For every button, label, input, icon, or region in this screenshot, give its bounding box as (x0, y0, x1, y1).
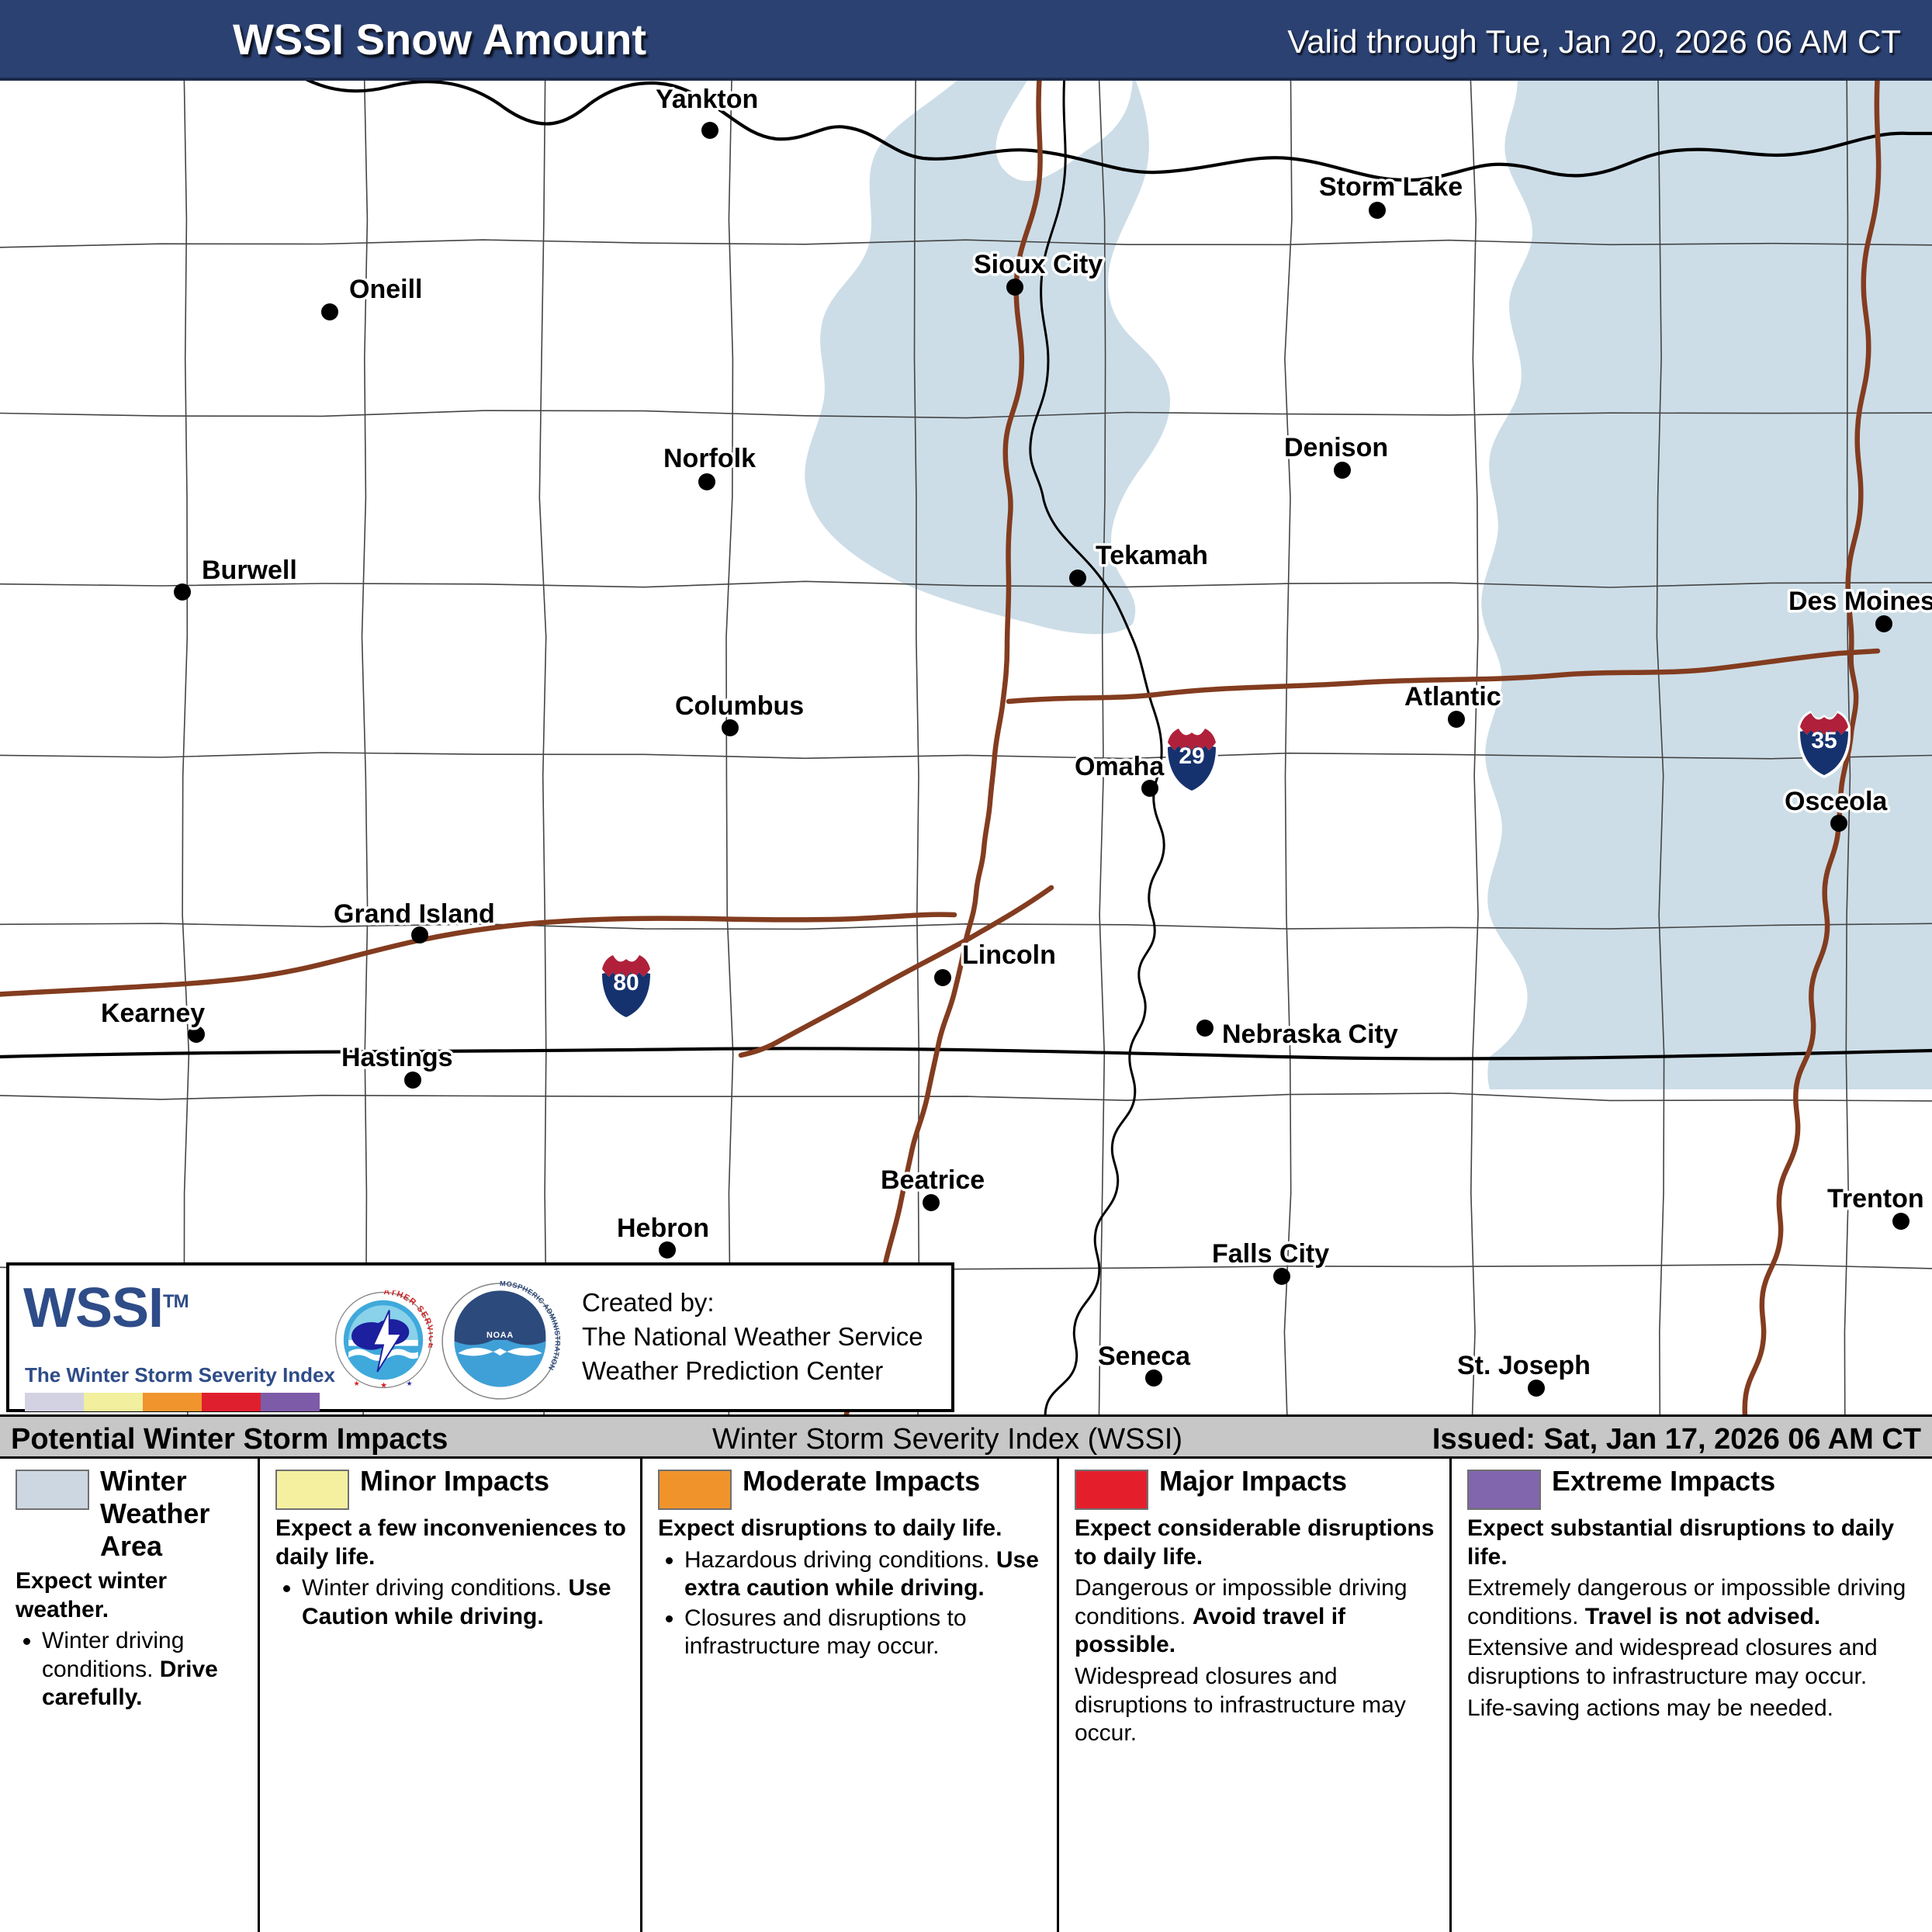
svg-text:★: ★ (406, 1380, 412, 1387)
svg-text:Trenton: Trenton (1827, 1184, 1924, 1214)
svg-text:Tekamah: Tekamah (1096, 541, 1208, 570)
svg-text:29: 29 (1179, 743, 1204, 769)
svg-text:Grand Island: Grand Island (334, 899, 495, 929)
svg-text:Falls City: Falls City (1212, 1239, 1329, 1269)
svg-text:Kearney: Kearney (101, 999, 205, 1028)
svg-text:Nebraska City: Nebraska City (1222, 1020, 1398, 1049)
svg-text:Seneca: Seneca (1098, 1342, 1191, 1371)
svg-text:Hastings: Hastings (341, 1043, 453, 1072)
svg-text:Des Moines: Des Moines (1788, 587, 1932, 616)
svg-text:Atlantic: Atlantic (1404, 682, 1501, 712)
svg-text:Yankton: Yankton (656, 85, 758, 114)
svg-text:Sioux City: Sioux City (974, 250, 1103, 279)
svg-text:Hebron: Hebron (617, 1214, 709, 1243)
svg-text:Denison: Denison (1284, 433, 1388, 462)
svg-text:★: ★ (354, 1380, 360, 1387)
svg-text:Norfolk: Norfolk (663, 444, 756, 473)
svg-text:Beatrice: Beatrice (881, 1165, 985, 1195)
svg-text:★: ★ (380, 1381, 387, 1390)
svg-text:Burwell: Burwell (202, 556, 297, 585)
svg-text:St. Joseph: St. Joseph (1457, 1351, 1591, 1380)
svg-text:35: 35 (1811, 728, 1837, 753)
svg-text:Osceola: Osceola (1785, 787, 1888, 816)
svg-text:Storm Lake: Storm Lake (1319, 172, 1463, 202)
svg-text:80: 80 (613, 970, 639, 995)
svg-text:Omaha: Omaha (1075, 752, 1165, 781)
svg-text:Oneill: Oneill (349, 275, 422, 304)
svg-text:Columbus: Columbus (675, 691, 804, 721)
svg-text:NOAA: NOAA (486, 1331, 514, 1340)
svg-text:Lincoln: Lincoln (962, 940, 1056, 970)
